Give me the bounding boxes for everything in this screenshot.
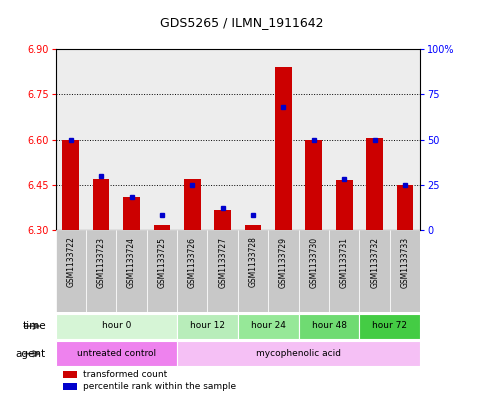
Bar xyxy=(56,230,86,312)
Bar xyxy=(245,226,261,230)
Bar xyxy=(268,230,298,312)
Text: GSM1133730: GSM1133730 xyxy=(309,237,318,288)
Bar xyxy=(63,371,77,378)
Bar xyxy=(238,314,298,338)
Text: GDS5265 / ILMN_1911642: GDS5265 / ILMN_1911642 xyxy=(160,16,323,29)
Bar xyxy=(359,49,390,230)
Bar xyxy=(123,197,140,230)
Bar xyxy=(147,230,177,312)
Bar xyxy=(177,341,420,366)
Bar xyxy=(208,49,238,230)
Text: hour 72: hour 72 xyxy=(372,321,407,330)
Bar xyxy=(238,49,268,230)
Text: hour 12: hour 12 xyxy=(190,321,225,330)
Text: GSM1133722: GSM1133722 xyxy=(66,237,75,287)
Bar xyxy=(116,49,147,230)
Bar xyxy=(359,230,390,312)
Bar xyxy=(336,180,353,230)
Bar xyxy=(298,314,359,338)
Bar xyxy=(184,179,200,230)
Bar xyxy=(177,314,238,338)
Bar xyxy=(359,314,420,338)
Bar xyxy=(329,49,359,230)
Bar xyxy=(275,67,292,230)
Bar xyxy=(56,314,177,338)
Text: GSM1133726: GSM1133726 xyxy=(188,237,197,288)
Text: GSM1133728: GSM1133728 xyxy=(249,237,257,287)
Bar xyxy=(298,230,329,312)
Bar xyxy=(390,49,420,230)
Bar xyxy=(298,49,329,230)
Bar xyxy=(86,49,116,230)
Text: transformed count: transformed count xyxy=(83,370,167,379)
Bar xyxy=(63,383,77,390)
Bar xyxy=(329,230,359,312)
Bar xyxy=(390,230,420,312)
Text: GSM1133725: GSM1133725 xyxy=(157,237,167,288)
Text: GSM1133724: GSM1133724 xyxy=(127,237,136,288)
Bar xyxy=(177,49,208,230)
Bar xyxy=(397,185,413,230)
Text: mycophenolic acid: mycophenolic acid xyxy=(256,349,341,358)
Bar xyxy=(154,226,170,230)
Bar xyxy=(62,140,79,230)
Text: hour 48: hour 48 xyxy=(312,321,346,330)
Bar xyxy=(305,140,322,230)
Bar xyxy=(268,49,298,230)
Text: agent: agent xyxy=(16,349,46,359)
Bar xyxy=(238,230,268,312)
Bar xyxy=(214,210,231,230)
Bar xyxy=(56,49,86,230)
Bar xyxy=(177,230,208,312)
Bar xyxy=(366,138,383,230)
Text: hour 0: hour 0 xyxy=(101,321,131,330)
Text: untreated control: untreated control xyxy=(77,349,156,358)
Bar xyxy=(93,179,110,230)
Text: GSM1133731: GSM1133731 xyxy=(340,237,349,288)
Text: GSM1133727: GSM1133727 xyxy=(218,237,227,288)
Text: GSM1133732: GSM1133732 xyxy=(370,237,379,288)
Text: GSM1133733: GSM1133733 xyxy=(400,237,410,288)
Bar xyxy=(208,230,238,312)
Text: GSM1133723: GSM1133723 xyxy=(97,237,106,288)
Bar xyxy=(56,341,177,366)
Text: hour 24: hour 24 xyxy=(251,321,286,330)
Bar xyxy=(116,230,147,312)
Bar xyxy=(147,49,177,230)
Text: time: time xyxy=(22,321,46,331)
Text: GSM1133729: GSM1133729 xyxy=(279,237,288,288)
Bar xyxy=(86,230,116,312)
Text: percentile rank within the sample: percentile rank within the sample xyxy=(83,382,236,391)
